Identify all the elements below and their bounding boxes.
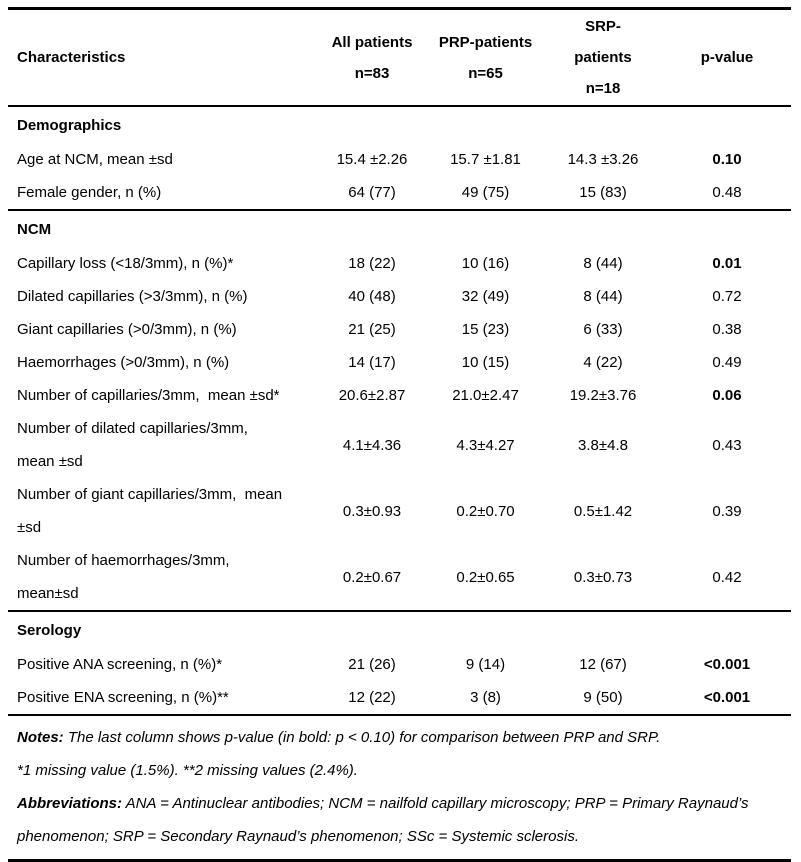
notes-text: The last column shows p-value (in bold: … (63, 729, 661, 746)
cell-all-patients: 4.1±4.36 (342, 436, 402, 454)
cell-p-value: 0.39 (712, 502, 742, 520)
cell-prp-patients: 0.2±0.70 (456, 502, 515, 520)
data-table: Characteristics All patients n=83 PRP-pa… (8, 10, 791, 714)
cell-p-value: <0.001 (703, 656, 751, 673)
header-prp-patients: PRP-patients n=65 (428, 10, 543, 107)
missing-values-note: *1 missing value (1.5%). **2 missing val… (17, 762, 358, 779)
abbreviations-line: Abbreviations: ANA = Antinuclear antibod… (17, 787, 777, 853)
cell-prp-patients: 10 (15) (461, 354, 510, 371)
cell-prp-patients: 49 (75) (461, 184, 510, 201)
row-label: Positive ANA screening, n (%)* (17, 656, 223, 673)
cell-srp-patients: 19.2±3.76 (569, 387, 637, 404)
table-header: Characteristics All patients n=83 PRP-pa… (8, 10, 791, 107)
section-header-row: Demographics (8, 105, 791, 143)
row-label: Number of capillaries/3mm, mean ±sd* (17, 387, 280, 404)
table-row: Number of haemorrhages/3mm, mean±sd 0.2±0… (8, 544, 791, 611)
cell-p-value: 0.49 (712, 354, 742, 371)
cell-all-patients: 40 (48) (348, 288, 396, 305)
table-row: Number of giant capillaries/3mm, mean ±s… (8, 478, 791, 544)
cell-all-patients: 12 (22) (348, 689, 396, 706)
cell-prp-patients: 3 (8) (470, 689, 501, 706)
cell-all-patients: 14 (17) (348, 354, 396, 371)
cell-prp-patients: 9 (14) (465, 656, 506, 673)
cell-srp-patients: 0.5±1.42 (573, 502, 633, 520)
row-label: Female gender, n (%) (17, 184, 162, 201)
table-row: Giant capillaries (>0/3mm), n (%) 21 (25)… (8, 313, 791, 346)
table-row: Number of dilated capillaries/3mm, mean … (8, 412, 791, 478)
row-label: Number of haemorrhages/3mm, mean±sd (17, 552, 230, 602)
cell-p-value: 0.06 (712, 387, 742, 404)
cell-p-value: 0.01 (712, 255, 742, 272)
abbreviations-label: Abbreviations: (17, 795, 123, 812)
table-row: Positive ANA screening, n (%)* 21 (26) 9 (… (8, 648, 791, 681)
header-row: Characteristics All patients n=83 PRP-pa… (8, 10, 791, 107)
cell-all-patients: 0.2±0.67 (342, 568, 402, 586)
cell-srp-patients: 8 (44) (583, 255, 623, 272)
row-label: Giant capillaries (>0/3mm), n (%) (17, 321, 237, 338)
cell-prp-patients: 0.2±0.65 (456, 568, 515, 586)
cell-all-patients: 21 (26) (348, 656, 396, 673)
header-p-value: p-value (663, 10, 791, 107)
cell-prp-patients: 10 (16) (461, 255, 510, 272)
row-label: Haemorrhages (>0/3mm), n (%) (17, 354, 230, 371)
cell-p-value: 0.42 (712, 568, 742, 586)
cell-p-value: 0.72 (712, 288, 742, 305)
cell-p-value: 0.48 (712, 184, 742, 201)
table-row: Number of capillaries/3mm, mean ±sd* 20.6… (8, 379, 791, 412)
row-label: Number of giant capillaries/3mm, mean ±s… (17, 486, 283, 536)
row-label: Age at NCM, mean ±sd (17, 151, 173, 168)
section-header-row: NCM (8, 209, 791, 247)
cell-prp-patients: 21.0±2.47 (452, 387, 519, 404)
cell-srp-patients: 3.8±4.8 (578, 436, 628, 454)
cell-prp-patients: 15.7 ±1.81 (450, 151, 521, 168)
table-row: Capillary loss (<18/3mm), n (%)* 18 (22) 1… (8, 247, 791, 280)
table-row: Age at NCM, mean ±sd 15.4 ±2.26 15.7 ±1.81… (8, 143, 791, 176)
cell-all-patients: 64 (77) (348, 184, 396, 201)
table-row: Dilated capillaries (>3/3mm), n (%) 40 (4… (8, 280, 791, 313)
header-all-patients: All patients n=83 (316, 10, 428, 107)
notes-line: Notes: The last column shows p-value (in… (17, 721, 777, 754)
row-label: Dilated capillaries (>3/3mm), n (%) (17, 288, 248, 305)
cell-srp-patients: 4 (22) (583, 354, 623, 371)
cell-all-patients: 20.6±2.87 (338, 387, 406, 404)
cell-srp-patients: 12 (67) (579, 656, 627, 673)
cell-prp-patients: 4.3±4.27 (456, 436, 515, 454)
cell-all-patients: 18 (22) (348, 255, 396, 272)
table-row: Haemorrhages (>0/3mm), n (%) 14 (17) 10 (1… (8, 346, 791, 379)
cell-srp-patients: 9 (50) (583, 689, 623, 706)
cell-all-patients: 21 (25) (348, 321, 396, 338)
cell-p-value: 0.43 (712, 436, 742, 454)
row-label: Number of dilated capillaries/3mm, mean … (17, 420, 248, 470)
section-title: Serology (8, 610, 791, 648)
cell-srp-patients: 15 (83) (579, 184, 627, 201)
header-srp-patients: SRP- patients n=18 (543, 10, 663, 107)
cell-srp-patients: 14.3 ±3.26 (567, 151, 639, 168)
row-label: Positive ENA screening, n (%)** (17, 689, 229, 706)
table-row: Positive ENA screening, n (%)** 12 (22) 3 … (8, 681, 791, 714)
cell-all-patients: 0.3±0.93 (342, 502, 402, 520)
cell-all-patients: 15.4 ±2.26 (336, 151, 408, 168)
cell-prp-patients: 15 (23) (461, 321, 510, 338)
patient-characteristics-table: Characteristics All patients n=83 PRP-pa… (8, 7, 791, 862)
header-characteristics: Characteristics (8, 10, 316, 107)
cell-p-value: 0.10 (712, 151, 742, 168)
cell-p-value: 0.38 (712, 321, 742, 338)
row-label: Capillary loss (<18/3mm), n (%)* (17, 255, 234, 272)
table-body: Demographics Age at NCM, mean ±sd 15.4 ±2.… (8, 105, 791, 714)
section-title: NCM (8, 209, 791, 247)
cell-p-value: <0.001 (703, 689, 751, 706)
cell-srp-patients: 6 (33) (583, 321, 623, 338)
section-title: Demographics (8, 105, 791, 143)
notes-section: Notes: The last column shows p-value (in… (8, 714, 791, 859)
cell-prp-patients: 32 (49) (461, 288, 510, 305)
notes-label: Notes: (17, 729, 64, 746)
cell-srp-patients: 8 (44) (583, 288, 623, 305)
section-header-row: Serology (8, 610, 791, 648)
abbreviations-text: ANA = Antinuclear antibodies; NCM = nail… (17, 795, 753, 845)
table-row: Female gender, n (%) 64 (77) 49 (75) 15 (83… (8, 176, 791, 210)
cell-srp-patients: 0.3±0.73 (573, 568, 633, 586)
